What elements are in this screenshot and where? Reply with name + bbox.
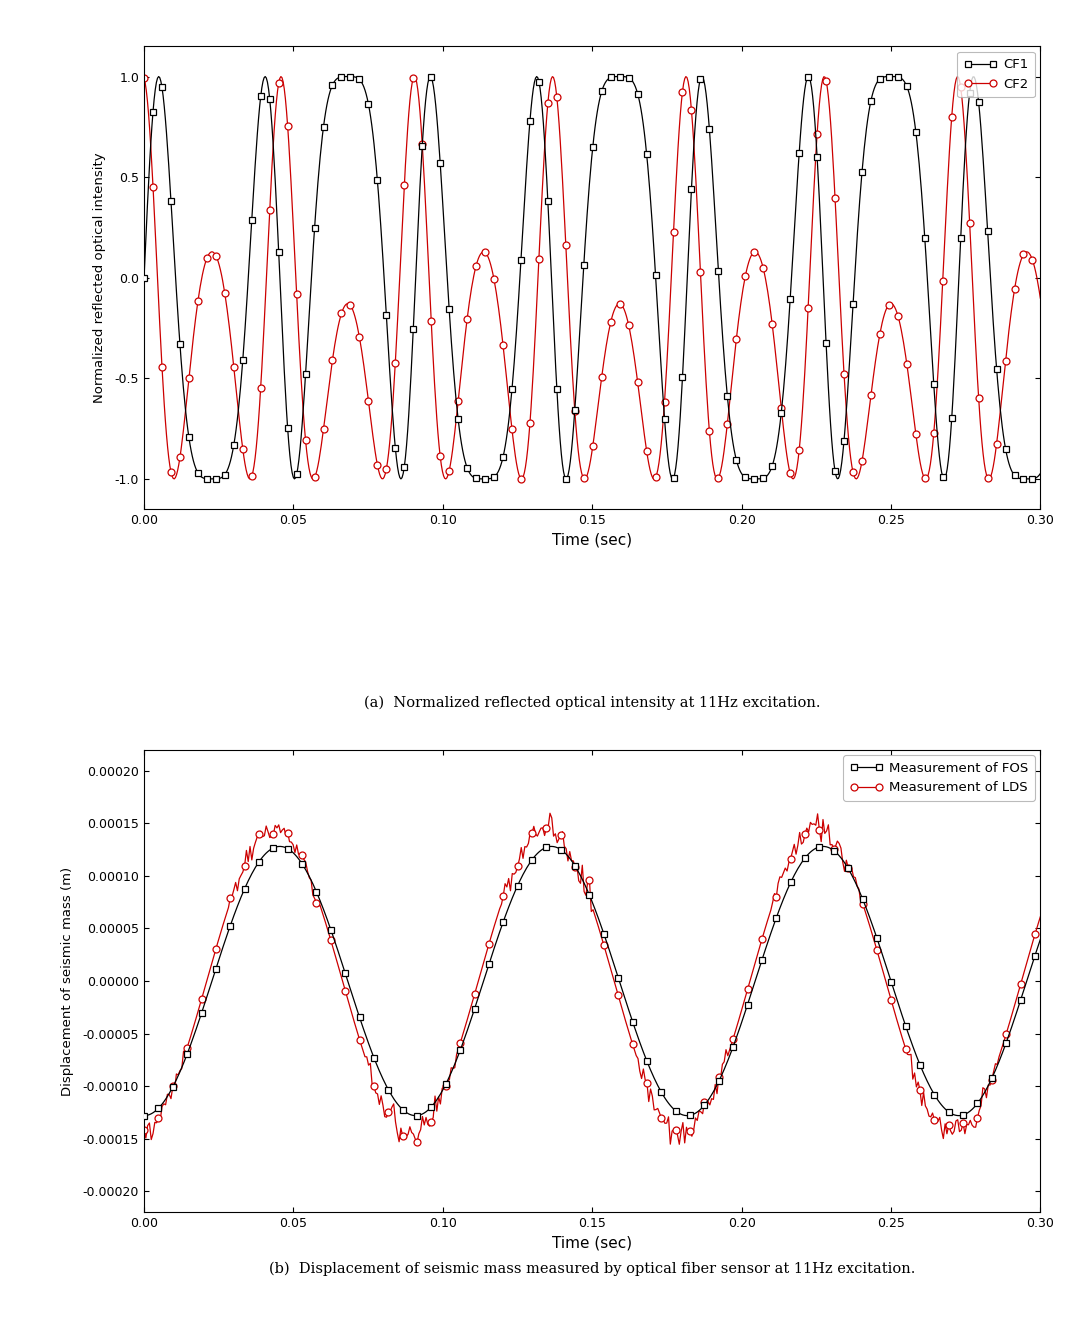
Measurement of LDS	[674, 1124, 687, 1140]
CF2	[193, 286, 206, 302]
CF2	[659, 376, 672, 392]
CF1	[1034, 465, 1047, 481]
Measurement of FOS	[563, 851, 576, 867]
CF1	[658, 411, 671, 427]
Measurement of LDS	[876, 961, 889, 977]
Measurement of LDS	[543, 806, 556, 822]
Line: Measurement of FOS: Measurement of FOS	[141, 843, 1044, 1120]
Legend: CF1, CF2: CF1, CF2	[957, 52, 1035, 98]
CF2	[138, 70, 150, 86]
Measurement of FOS	[671, 1104, 684, 1120]
Line: CF2: CF2	[141, 73, 1044, 482]
Measurement of FOS	[569, 859, 582, 874]
Measurement of LDS	[566, 853, 578, 869]
Measurement of LDS	[1034, 909, 1047, 925]
Measurement of LDS	[571, 859, 584, 874]
Y-axis label: Displacement of seismic mass (m): Displacement of seismic mass (m)	[61, 867, 75, 1096]
Measurement of FOS	[816, 839, 829, 855]
Legend: Measurement of FOS, Measurement of LDS: Measurement of FOS, Measurement of LDS	[843, 755, 1035, 800]
Measurement of LDS	[138, 1122, 150, 1138]
Measurement of LDS	[624, 1031, 637, 1047]
CF2	[683, 81, 696, 97]
CF1	[193, 466, 206, 482]
CF1	[708, 207, 721, 223]
CF1	[910, 134, 923, 150]
Measurement of FOS	[1034, 931, 1047, 947]
Measurement of LDS	[1016, 970, 1029, 986]
CF1	[138, 270, 150, 286]
CF2	[408, 69, 420, 85]
CF1	[885, 69, 897, 85]
Measurement of LDS	[673, 1137, 686, 1153]
Text: (b)  Displacement of seismic mass measured by optical fiber sensor at 11Hz excit: (b) Displacement of seismic mass measure…	[269, 1261, 915, 1276]
Measurement of FOS	[1014, 992, 1026, 1008]
Text: (a)  Normalized reflected optical intensity at 11Hz excitation.: (a) Normalized reflected optical intensi…	[364, 696, 821, 710]
Measurement of FOS	[623, 1003, 636, 1019]
CF2	[711, 470, 723, 486]
Measurement of FOS	[138, 1108, 150, 1124]
X-axis label: Time (sec): Time (sec)	[552, 533, 633, 547]
Y-axis label: Normalized reflected optical intensity: Normalized reflected optical intensity	[93, 152, 107, 403]
CF1	[682, 252, 695, 268]
X-axis label: Time (sec): Time (sec)	[552, 1236, 633, 1251]
CF2	[819, 73, 832, 89]
Measurement of FOS	[874, 941, 887, 957]
CF1	[817, 288, 830, 303]
CF2	[911, 441, 924, 457]
Line: CF1: CF1	[141, 73, 1044, 482]
CF2	[1034, 290, 1047, 306]
Line: Measurement of LDS: Measurement of LDS	[141, 810, 1044, 1147]
CF2	[710, 470, 722, 486]
CF1	[1020, 470, 1033, 486]
